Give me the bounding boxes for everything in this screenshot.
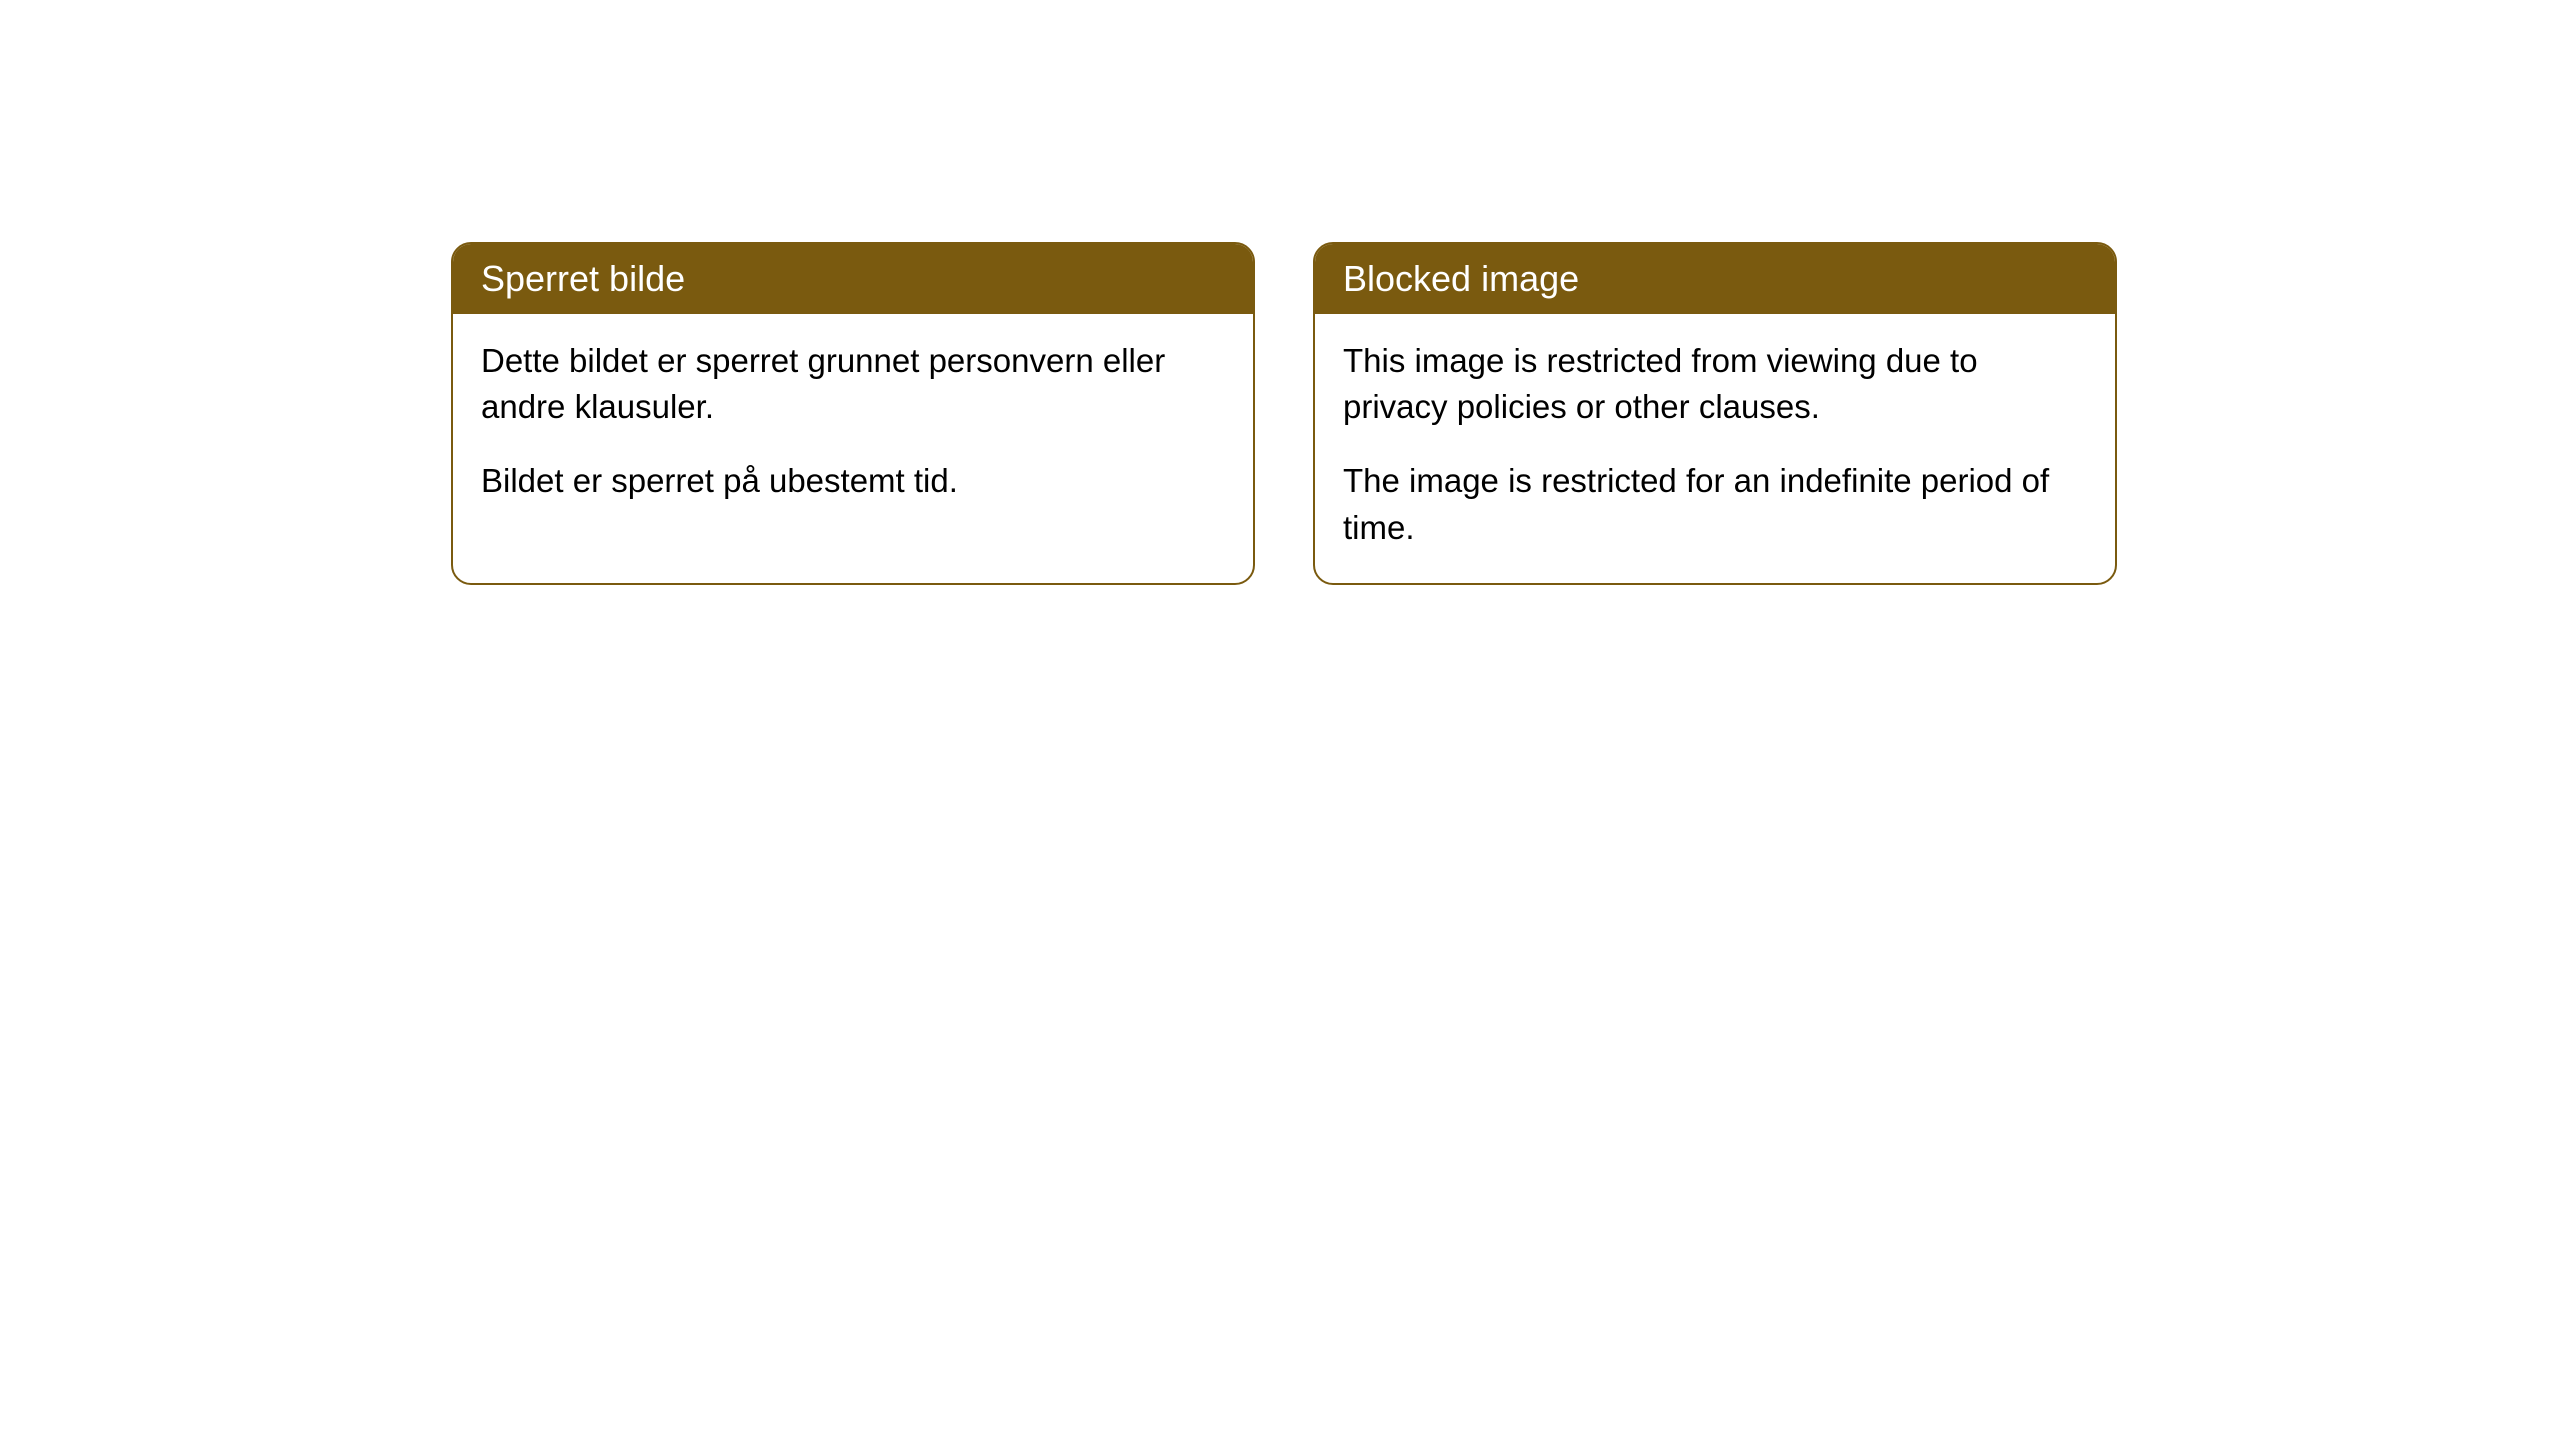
- card-body: This image is restricted from viewing du…: [1315, 314, 2115, 583]
- card-body: Dette bildet er sperret grunnet personve…: [453, 314, 1253, 537]
- blocked-image-card-norwegian: Sperret bilde Dette bildet er sperret gr…: [451, 242, 1255, 585]
- card-paragraph-2: The image is restricted for an indefinit…: [1343, 458, 2087, 550]
- card-paragraph-1: Dette bildet er sperret grunnet personve…: [481, 338, 1225, 430]
- cards-container: Sperret bilde Dette bildet er sperret gr…: [0, 0, 2560, 585]
- card-paragraph-1: This image is restricted from viewing du…: [1343, 338, 2087, 430]
- card-paragraph-2: Bildet er sperret på ubestemt tid.: [481, 458, 1225, 504]
- blocked-image-card-english: Blocked image This image is restricted f…: [1313, 242, 2117, 585]
- card-header: Blocked image: [1315, 244, 2115, 314]
- card-title: Sperret bilde: [481, 258, 685, 299]
- card-header: Sperret bilde: [453, 244, 1253, 314]
- card-title: Blocked image: [1343, 258, 1579, 299]
